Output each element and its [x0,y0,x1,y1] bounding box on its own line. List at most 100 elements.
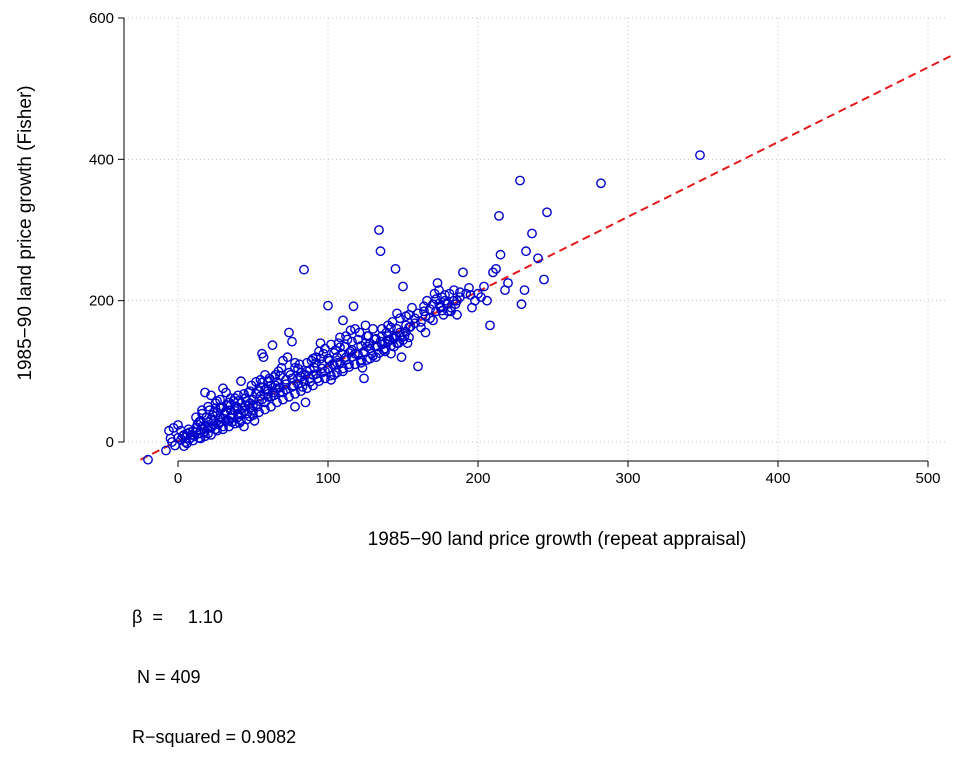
data-point [287,336,297,347]
data-point [420,327,431,338]
data-point [455,287,465,298]
data-point [344,362,354,372]
data-point [407,302,417,313]
data-point [392,308,402,319]
data-point [257,394,267,405]
data-point [449,285,459,295]
data-point [398,335,408,346]
data-point [230,418,240,429]
data-point [179,441,189,452]
data-point [401,311,411,322]
data-point [419,306,429,317]
data-point [527,228,537,239]
y-tick-label: 0 [106,434,114,451]
data-point [293,363,303,374]
data-point [245,386,255,396]
r-squared-stat: R−squared = 0.9082 [132,727,297,747]
data-point [209,420,219,430]
data-point [425,313,435,324]
data-point [338,315,348,326]
data-point [521,246,531,257]
data-point [284,367,294,378]
data-point [326,374,336,385]
data-point [413,308,423,319]
x-tick-label: 0 [174,470,182,487]
data-point [516,299,527,310]
data-point [314,346,324,357]
data-point [539,274,549,285]
stats-block: β = 1.10 N = 409 R−squared = 0.9082 [132,567,296,767]
data-point [542,207,552,218]
data-point [398,281,408,292]
y-axis-title: 1985−90 land price growth (Fisher) [15,85,36,380]
data-point [326,370,336,381]
data-point [359,346,369,357]
data-point [278,394,288,405]
data-point [281,379,291,389]
data-point [326,339,336,350]
data-point [383,331,393,341]
data-point [390,263,401,274]
data-point [317,363,327,374]
n-stat: N = 409 [132,667,201,687]
data-point [236,376,246,387]
data-point [249,415,260,426]
data-point [210,403,221,413]
axes [118,17,929,467]
data-point [335,342,345,353]
data-point [495,249,506,260]
data-point [341,331,351,341]
x-tick-label: 500 [915,470,940,487]
data-point [236,408,246,419]
data-point [464,282,474,293]
data-point [284,391,294,402]
data-point [503,278,513,288]
data-point [359,373,369,384]
data-point [323,353,333,364]
data-point [416,322,426,333]
data-point [182,438,192,449]
data-point [284,327,294,338]
data-point [200,431,210,442]
data-point [494,210,504,221]
data-point [356,340,366,351]
data-point [185,427,195,437]
data-point [533,253,543,264]
data-point [206,390,216,401]
data-point [212,425,222,436]
data-point [458,267,468,278]
data-point [290,401,300,412]
data-point [302,383,312,394]
data-point [596,178,606,189]
data-point [371,333,381,344]
data-point [224,421,234,432]
data-point [485,320,495,331]
data-point [375,246,386,257]
data-point [311,357,321,368]
data-point [465,290,476,300]
data-point [368,323,378,334]
data-point [282,352,293,363]
x-tick-label: 400 [765,470,790,487]
data-point [350,323,360,334]
data-point [239,405,249,416]
y-tick-label: 400 [89,151,114,168]
data-point [362,331,372,341]
x-tick-label: 300 [615,470,640,487]
data-point [221,415,231,426]
data-point [191,412,201,423]
data-point [263,391,273,402]
data-point [300,397,311,408]
data-point [695,150,705,161]
data-point [401,320,411,331]
data-point [396,352,407,363]
data-point [161,445,171,456]
data-point [482,295,492,306]
data-point [191,427,201,437]
beta-stat: β = 1.10 [132,607,223,627]
data-point [432,278,443,288]
data-point [419,301,429,312]
data-point [332,357,342,368]
data-point [230,393,240,404]
tick-labels: 0 200 400 600 0 100 200 300 400 500 [89,10,941,487]
